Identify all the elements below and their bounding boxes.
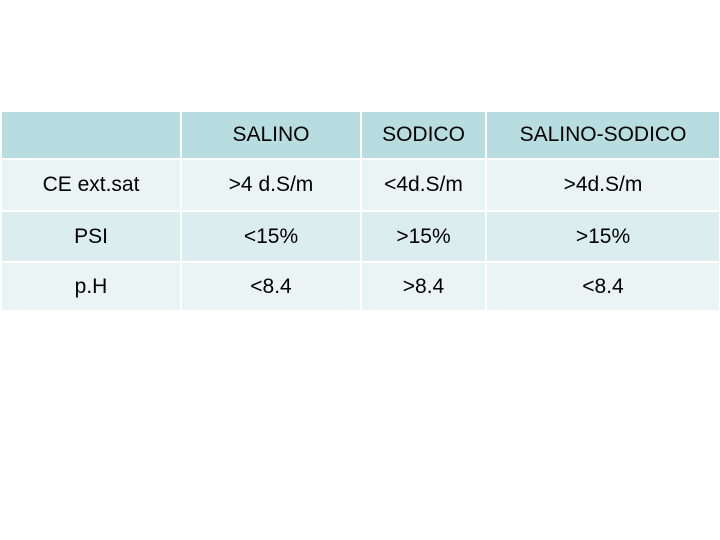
table-row: PSI <15% >15% >15% (0, 210, 720, 263)
table-cell: >8.4 (360, 261, 487, 312)
soil-table: SALINO SODICO SALINO-SODICO CE ext.sat >… (0, 110, 720, 312)
header-row: SALINO SODICO SALINO-SODICO (0, 110, 720, 160)
row-label: CE ext.sat (0, 158, 182, 212)
row-label: PSI (0, 210, 182, 263)
table-row: CE ext.sat >4 d.S/m <4d.S/m >4d.S/m (0, 158, 720, 212)
header-cell: SALINO (180, 110, 362, 160)
header-cell: SALINO-SODICO (485, 110, 720, 160)
table-cell: <8.4 (485, 261, 720, 312)
table-cell: >15% (360, 210, 487, 263)
header-corner (0, 110, 182, 160)
table-row: p.H <8.4 >8.4 <8.4 (0, 261, 720, 312)
table-cell: <8.4 (180, 261, 362, 312)
table-cell: >4 d.S/m (180, 158, 362, 212)
table-cell: >4d.S/m (485, 158, 720, 212)
table-cell: <15% (180, 210, 362, 263)
header-cell: SODICO (360, 110, 487, 160)
table-cell: <4d.S/m (360, 158, 487, 212)
row-label: p.H (0, 261, 182, 312)
table-cell: >15% (485, 210, 720, 263)
